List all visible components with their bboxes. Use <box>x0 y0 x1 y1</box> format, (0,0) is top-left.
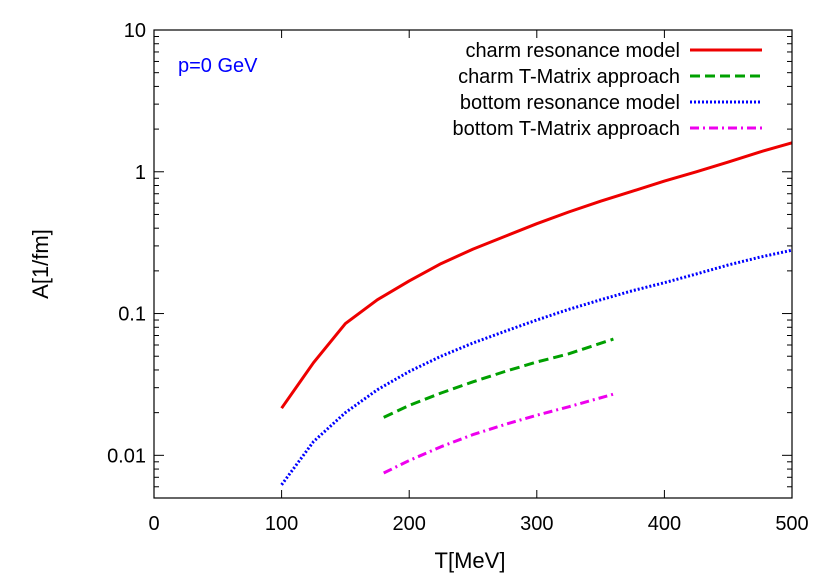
y-tick-label: 0.1 <box>118 304 146 326</box>
annotation-momentum: p=0 GeV <box>178 55 258 77</box>
series-layer <box>280 141 793 486</box>
legend-label-2: charm T-Matrix approach <box>458 66 680 88</box>
x-tick-label: 400 <box>648 513 681 535</box>
ticks-layer: 0 100 200 300 400 500 0.01 0.1 1 10 <box>107 20 809 535</box>
y-tick-label: 10 <box>124 20 146 42</box>
legend: charm resonance model charm T-Matrix appr… <box>452 40 762 140</box>
legend-label-4: bottom T-Matrix approach <box>452 118 680 140</box>
x-tick-label: 500 <box>775 513 808 535</box>
y-tick-label: 0.01 <box>107 445 146 467</box>
y-axis-title: A[1/fm] <box>28 229 53 299</box>
legend-label-3: bottom resonance model <box>460 92 680 114</box>
plot-frame <box>153 29 793 499</box>
x-tick-label: 0 <box>148 513 159 535</box>
x-tick-label: 200 <box>393 513 426 535</box>
x-axis-title: T[MeV] <box>435 548 506 573</box>
series-line-4 <box>383 392 614 475</box>
y-tick-label: 1 <box>135 162 146 184</box>
series-line-1 <box>280 141 793 410</box>
legend-label-1: charm resonance model <box>465 40 680 62</box>
x-tick-label: 100 <box>265 513 298 535</box>
x-tick-label: 300 <box>520 513 553 535</box>
series-line-2 <box>383 337 614 419</box>
